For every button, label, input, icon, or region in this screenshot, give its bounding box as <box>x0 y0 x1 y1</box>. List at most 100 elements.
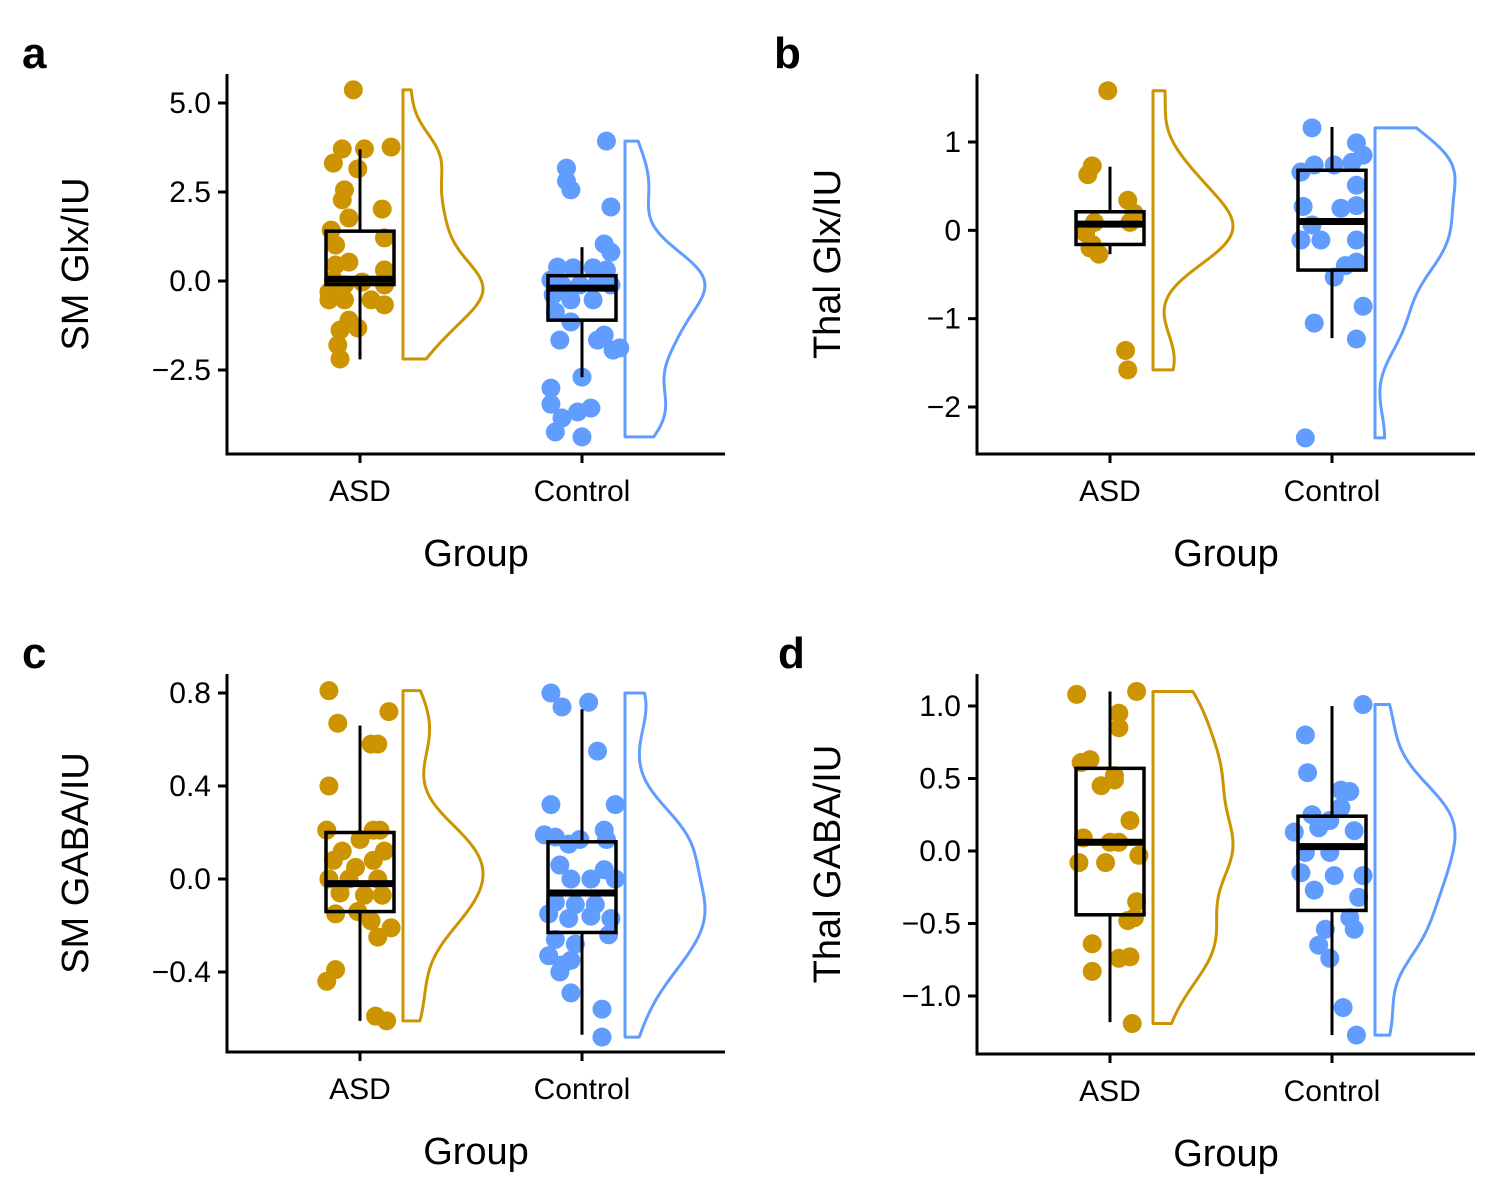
data-point <box>1302 118 1322 138</box>
y-tick-label: −1.0 <box>902 980 961 1013</box>
data-point <box>319 776 339 796</box>
group-control <box>541 131 707 447</box>
data-point <box>1340 782 1360 802</box>
data-point <box>1309 935 1329 955</box>
data-point <box>1067 684 1087 704</box>
data-point <box>534 825 554 845</box>
data-point <box>1346 329 1366 349</box>
data-point <box>1295 428 1315 448</box>
data-point <box>1344 919 1364 939</box>
box-iqr <box>546 273 618 322</box>
data-point <box>1353 695 1373 715</box>
data-point <box>332 139 352 159</box>
data-point <box>1346 230 1366 250</box>
data-point <box>361 911 381 931</box>
data-point <box>330 883 350 903</box>
data-point <box>379 702 399 722</box>
data-point <box>1291 863 1311 883</box>
data-point <box>1309 818 1329 838</box>
group-control <box>1284 695 1457 1045</box>
data-point <box>363 850 383 870</box>
x-tick-label: ASD <box>329 1073 391 1106</box>
data-point <box>1080 750 1100 770</box>
density-violin <box>401 689 485 1023</box>
data-point <box>1353 296 1373 316</box>
data-point <box>561 180 581 200</box>
data-point <box>552 697 572 717</box>
box-iqr <box>324 229 396 287</box>
data-point <box>581 906 601 926</box>
data-point <box>330 349 350 369</box>
data-point <box>332 190 352 210</box>
y-tick-label: −2.5 <box>152 354 211 387</box>
data-point <box>570 829 590 849</box>
data-point <box>1291 230 1311 250</box>
data-point <box>323 153 343 173</box>
data-point <box>1284 822 1304 842</box>
y-axis-title: Thal Glx/IU <box>807 169 849 359</box>
data-point <box>561 983 581 1003</box>
data-point <box>561 869 581 889</box>
data-point <box>339 208 359 228</box>
data-point <box>377 1011 397 1031</box>
data-point <box>550 330 570 350</box>
density-violin <box>1373 703 1457 1037</box>
data-point <box>381 918 401 938</box>
data-point <box>561 312 581 332</box>
data-point <box>1304 880 1324 900</box>
data-point <box>354 885 374 905</box>
y-tick-label: −2 <box>927 391 961 424</box>
data-point <box>545 929 565 949</box>
data-point <box>550 855 570 875</box>
x-axis-title: Group <box>423 1131 529 1173</box>
data-point <box>328 713 348 733</box>
density-violin <box>1151 690 1235 1026</box>
data-point <box>1295 725 1315 745</box>
data-point <box>545 302 565 322</box>
data-point <box>581 398 601 418</box>
density-violin <box>1151 89 1235 372</box>
data-point <box>1346 196 1366 216</box>
data-point <box>588 330 608 350</box>
data-point <box>1320 948 1340 968</box>
data-point <box>374 228 394 248</box>
data-point <box>1096 853 1116 873</box>
data-point <box>1324 267 1344 287</box>
data-point <box>1291 162 1311 182</box>
data-point <box>581 869 601 889</box>
data-point <box>350 829 370 849</box>
data-point <box>1069 853 1089 873</box>
data-point <box>541 378 561 398</box>
data-point <box>1315 919 1335 939</box>
data-point <box>561 290 581 310</box>
y-axis-title: SM Glx/IU <box>55 177 97 350</box>
panel-letter: c <box>22 629 46 678</box>
data-point <box>541 683 561 703</box>
data-point <box>1349 887 1369 907</box>
data-point <box>1098 81 1118 101</box>
y-tick-label: 0.0 <box>919 835 961 868</box>
y-tick-label: 0.5 <box>919 763 961 796</box>
data-point <box>1122 1014 1142 1034</box>
box-iqr <box>546 840 618 935</box>
data-point <box>583 290 603 310</box>
data-point <box>1331 198 1351 218</box>
data-point <box>565 934 585 954</box>
y-tick-label: −0.5 <box>902 908 961 941</box>
x-tick-label: ASD <box>329 475 391 508</box>
data-point <box>605 795 625 815</box>
x-tick-label: Control <box>534 475 631 508</box>
data-point <box>326 235 346 255</box>
group-asd <box>317 681 485 1031</box>
data-point <box>1116 340 1136 360</box>
data-point <box>1118 360 1138 380</box>
y-tick-label: 1 <box>944 126 961 159</box>
data-point <box>1127 892 1147 912</box>
data-point <box>572 427 592 447</box>
data-point <box>541 795 561 815</box>
y-tick-label: 5.0 <box>169 87 211 120</box>
data-point <box>334 290 354 310</box>
